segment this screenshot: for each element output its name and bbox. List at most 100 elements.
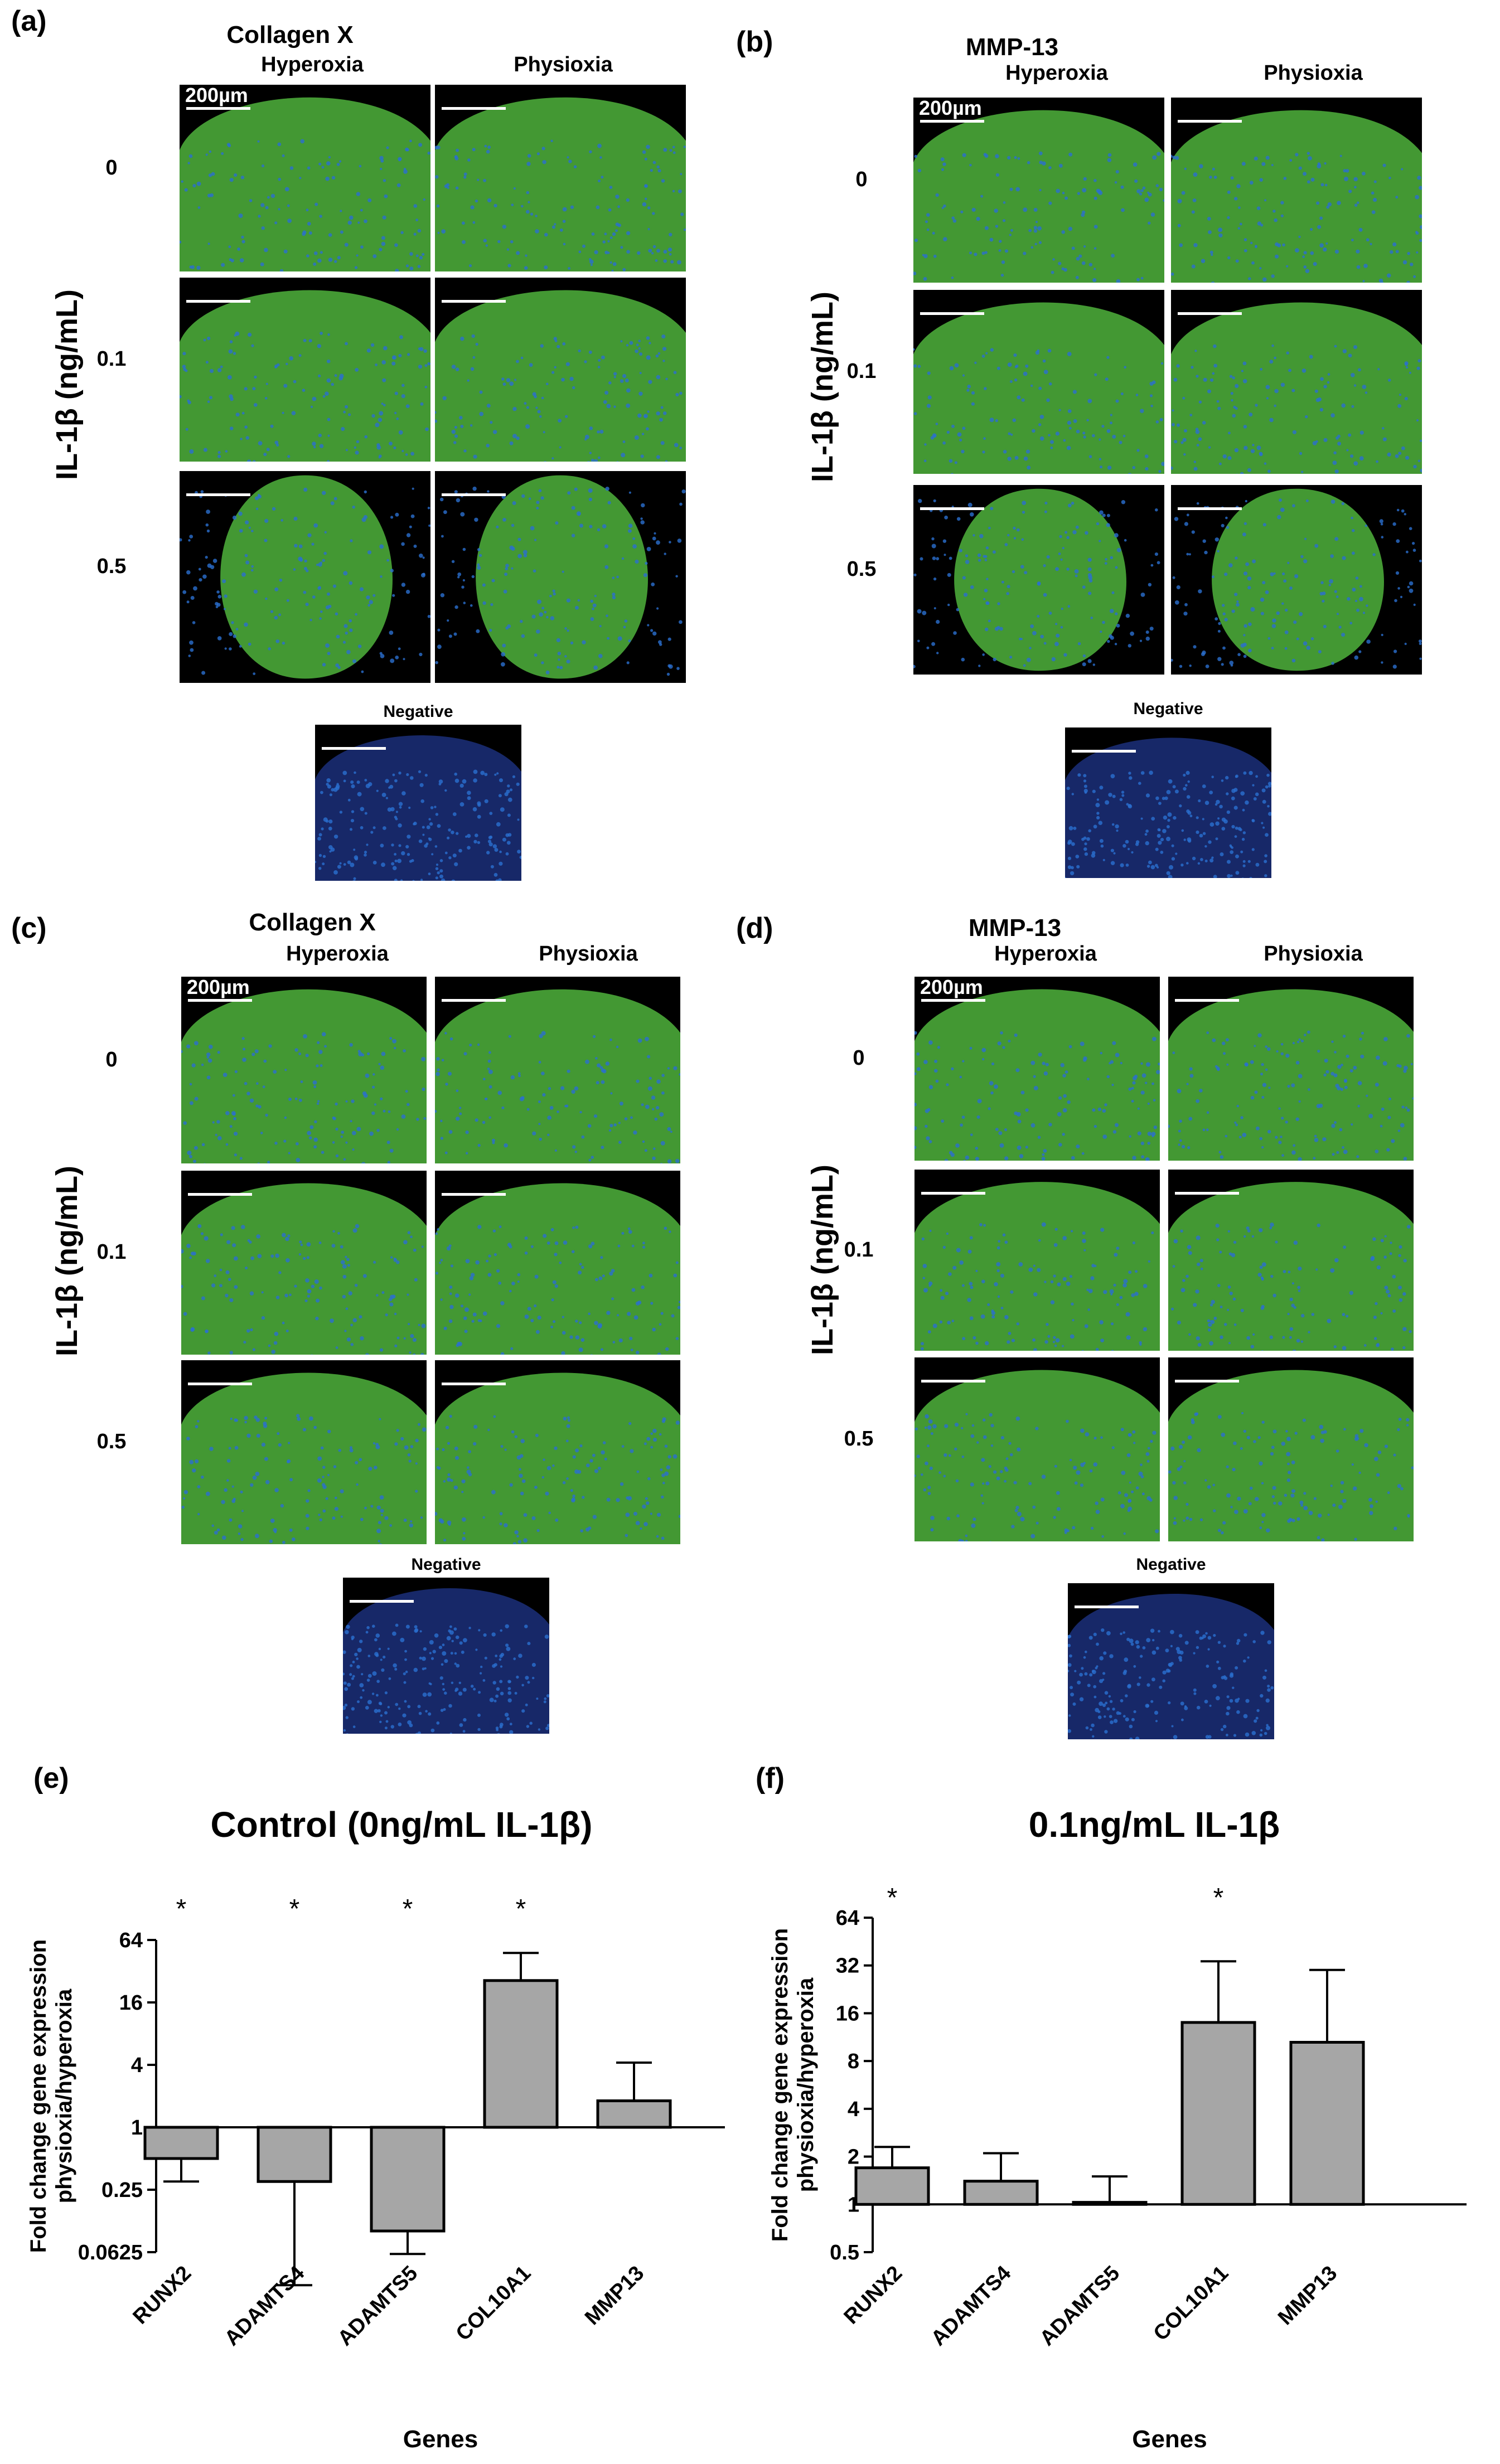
nucleus-dot	[1137, 1131, 1141, 1136]
nucleus-dot	[1261, 1420, 1265, 1424]
nucleus-dot	[349, 1673, 352, 1676]
nucleus-dot	[1259, 267, 1262, 270]
nucleus-dot	[1344, 1079, 1347, 1083]
nucleus-dot	[1247, 576, 1252, 581]
nucleus-dot	[653, 1438, 657, 1442]
micrograph	[435, 471, 686, 683]
nucleus-dot	[207, 1058, 212, 1063]
nucleus-dot	[477, 178, 480, 181]
nucleus-dot	[1007, 585, 1010, 589]
nucleus-dot	[381, 1668, 385, 1672]
nucleus-dot	[962, 576, 966, 580]
nucleus-dot	[961, 1427, 964, 1430]
nucleus-dot	[1334, 345, 1337, 348]
nucleus-dot	[1324, 162, 1327, 165]
nucleus-dot	[401, 791, 406, 796]
nucleus-dot	[1231, 609, 1235, 613]
nucleus-dot	[338, 1449, 341, 1452]
nucleus-dot	[994, 627, 999, 631]
nucleus-dot	[1401, 168, 1404, 171]
nucleus-dot	[423, 198, 425, 201]
nucleus-dot	[575, 1335, 579, 1340]
nucleus-dot	[1187, 780, 1190, 783]
nucleus-dot	[449, 1415, 452, 1418]
nucleus-dot	[409, 1351, 412, 1354]
nucleus-dot	[1300, 1340, 1304, 1343]
nucleus-dot	[1303, 265, 1307, 269]
nucleus-dot	[1214, 617, 1218, 621]
nucleus-dot	[1038, 151, 1043, 156]
nucleus-dot	[604, 544, 609, 549]
nucleus-dot	[1128, 772, 1131, 775]
nucleus-dot	[1319, 216, 1323, 220]
nucleus-dot	[1349, 1069, 1353, 1073]
nucleus-dot	[1404, 397, 1408, 401]
nucleus-dot	[435, 419, 438, 423]
nucleus-dot	[235, 413, 240, 417]
nucleus-dot	[1058, 1143, 1062, 1147]
nucleus-dot	[1175, 156, 1179, 160]
nucleus-dot	[1211, 856, 1214, 859]
nucleus-dot	[1200, 1267, 1203, 1270]
nucleus-dot	[1053, 1243, 1058, 1247]
nucleus-dot	[1257, 1273, 1262, 1277]
nucleus-dot	[929, 1466, 933, 1470]
nucleus-dot	[1233, 788, 1238, 792]
nucleus-dot	[1217, 657, 1222, 661]
nucleus-dot	[303, 590, 307, 594]
nucleus-dot	[322, 862, 325, 866]
nucleus-dot	[318, 867, 322, 870]
nucleus-dot	[679, 1073, 680, 1076]
nucleus-dot	[368, 1467, 372, 1471]
nucleus-dot	[645, 1104, 650, 1109]
nucleus-dot	[1209, 858, 1214, 863]
nucleus-dot	[927, 1425, 932, 1430]
panel-label-c: (c)	[11, 912, 47, 944]
nucleus-dot	[920, 557, 923, 561]
nucleus-dot	[1172, 1265, 1175, 1268]
tissue-section	[1171, 110, 1422, 283]
nucleus-dot	[1406, 1108, 1410, 1112]
nucleus-dot	[246, 1433, 251, 1438]
nucleus-dot	[448, 856, 452, 860]
nucleus-dot	[352, 1675, 355, 1678]
scale-bar	[442, 493, 506, 496]
nucleus-dot	[1121, 790, 1125, 794]
nucleus-dot	[375, 1653, 379, 1657]
nucleus-dot	[1231, 796, 1235, 801]
nucleus-dot	[615, 229, 618, 232]
nucleus-dot	[1071, 1230, 1073, 1233]
nucleus-dot	[536, 629, 540, 634]
nucleus-dot	[1226, 1465, 1229, 1468]
nucleus-dot	[1291, 1519, 1295, 1522]
nucleus-dot	[211, 1524, 214, 1527]
nucleus-dot	[415, 1490, 418, 1493]
nucleus-dot	[488, 1085, 492, 1089]
nucleus-dot	[524, 1236, 528, 1240]
nucleus-dot	[330, 501, 335, 506]
nucleus-dot	[1298, 1100, 1301, 1103]
nucleus-dot	[475, 1260, 480, 1265]
nucleus-dot	[1222, 1041, 1226, 1045]
nucleus-dot	[345, 405, 348, 409]
nucleus-dot	[437, 231, 440, 234]
nucleus-dot	[408, 1459, 412, 1463]
tissue-section	[1168, 1370, 1414, 1541]
nucleus-dot	[1334, 590, 1337, 593]
nucleus-dot	[941, 168, 944, 171]
nucleus-dot	[1111, 1322, 1114, 1326]
nucleus-dot	[1300, 1039, 1304, 1042]
nucleus-dot	[349, 628, 353, 632]
nucleus-dot	[342, 641, 346, 644]
nucleus-dot	[492, 844, 497, 848]
nucleus-dot	[351, 1677, 354, 1680]
nucleus-dot	[260, 203, 265, 207]
nucleus-dot	[667, 248, 672, 252]
nucleus-dot	[376, 1505, 381, 1510]
nucleus-dot	[1267, 805, 1270, 808]
nucleus-dot	[1338, 625, 1342, 629]
nucleus-dot	[335, 1346, 338, 1349]
nucleus-dot	[1235, 384, 1239, 388]
tissue-section	[435, 1372, 680, 1544]
nucleus-dot	[557, 1110, 559, 1113]
